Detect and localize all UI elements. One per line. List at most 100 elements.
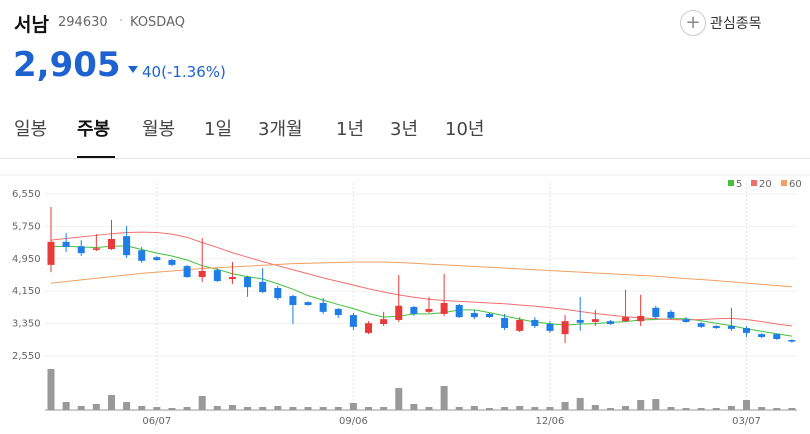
volume-bar: [304, 407, 312, 410]
ma-line: [50, 231, 792, 327]
volume-bar: [788, 408, 796, 410]
x-tick-label: 06/07: [142, 416, 171, 427]
stock-name: 서남: [14, 14, 49, 36]
volume-bar: [485, 408, 493, 410]
candle-body: [365, 323, 373, 333]
volume-bar: [712, 408, 720, 410]
candle-body: [576, 319, 584, 323]
volume-bar: [576, 398, 584, 410]
y-tick-label: 6,550: [12, 189, 41, 200]
volume-bar: [546, 407, 554, 410]
volume-bar: [213, 406, 221, 410]
candle-body: [667, 311, 675, 318]
volume-bar: [289, 407, 297, 410]
volume-bar: [773, 408, 781, 410]
volume-bar: [410, 404, 418, 410]
candle-body: [138, 250, 146, 261]
candle-body: [637, 315, 645, 322]
volume-bar: [365, 407, 373, 410]
volume-bar: [395, 388, 403, 410]
tab[interactable]: 1년: [336, 119, 365, 140]
watch-button[interactable]: 관심종목: [710, 16, 762, 32]
legend-swatch: [781, 180, 787, 186]
legend-swatch: [751, 180, 757, 186]
legend-swatch: [728, 180, 734, 186]
candle-body: [773, 334, 781, 339]
volume-bar: [606, 408, 614, 410]
volume-bar: [743, 400, 751, 410]
candle-body: [334, 309, 342, 316]
y-tick-label: 2,550: [12, 351, 41, 362]
tab[interactable]: 1일: [204, 119, 233, 140]
candle-body: [455, 304, 463, 318]
volume-bar: [123, 402, 131, 410]
legend-label: 5: [736, 179, 742, 190]
tab[interactable]: 월봉: [142, 119, 176, 140]
volume-bar: [183, 407, 191, 410]
volume-bar: [667, 407, 675, 410]
candle-body: [395, 305, 403, 320]
candle-body: [546, 324, 554, 331]
volume-bar: [501, 407, 509, 410]
candle-body: [561, 321, 569, 335]
candle-body: [304, 302, 312, 305]
tab[interactable]: 10년: [445, 119, 485, 140]
volume-bar: [682, 408, 690, 410]
volume-bar: [455, 407, 463, 410]
x-tick-label: 09/06: [339, 416, 368, 427]
volume-bar: [319, 407, 327, 410]
volume-bar: [758, 407, 766, 410]
candle-body: [228, 277, 236, 280]
candle-body: [758, 334, 766, 337]
candle-body: [682, 319, 690, 322]
volume-bar: [153, 407, 161, 410]
candle-body: [183, 266, 191, 278]
candle-body: [168, 260, 176, 265]
volume-bar: [637, 400, 645, 410]
candle-body: [425, 309, 433, 312]
candle-body: [213, 270, 221, 282]
candle-body: [123, 236, 131, 256]
candle-body: [244, 277, 252, 288]
candle-body: [153, 257, 161, 261]
tab[interactable]: 주봉: [77, 119, 111, 140]
candle-body: [62, 241, 70, 248]
separator: ·: [119, 14, 124, 29]
candle-body: [743, 328, 751, 333]
x-tick-label: 12/06: [536, 416, 565, 427]
tab[interactable]: 3개월: [258, 119, 303, 140]
y-tick-label: 4,150: [12, 286, 41, 297]
volume-bar: [591, 405, 599, 410]
candle-body: [92, 248, 100, 250]
candle-body: [712, 326, 720, 329]
legend-label: 20: [759, 179, 772, 190]
volume-bar: [531, 407, 539, 410]
volume-bar: [228, 405, 236, 410]
candle-body: [697, 323, 705, 327]
x-tick-label: 03/07: [732, 416, 761, 427]
candle-body: [788, 340, 796, 342]
tab[interactable]: 3년: [390, 119, 419, 140]
candle-body: [349, 315, 357, 327]
volume-bar: [516, 406, 524, 410]
volume-bar: [198, 396, 206, 410]
candle-body: [319, 302, 327, 312]
tab[interactable]: 일봉: [14, 119, 48, 140]
legend-label: 60: [789, 179, 802, 190]
volume-bar: [425, 407, 433, 410]
add-icon[interactable]: +: [680, 10, 706, 36]
y-tick-label: 3,350: [12, 319, 41, 330]
volume-bar: [62, 402, 70, 410]
volume-bar: [168, 408, 176, 410]
candle-body: [289, 296, 297, 305]
candle-body: [380, 319, 388, 325]
candle-body: [410, 306, 418, 314]
volume-bar: [380, 407, 388, 410]
y-tick-label: 4,950: [12, 254, 41, 265]
candle-body: [47, 241, 55, 265]
candle-body: [274, 287, 282, 299]
volume-bar: [244, 407, 252, 410]
volume-bar: [77, 406, 85, 410]
